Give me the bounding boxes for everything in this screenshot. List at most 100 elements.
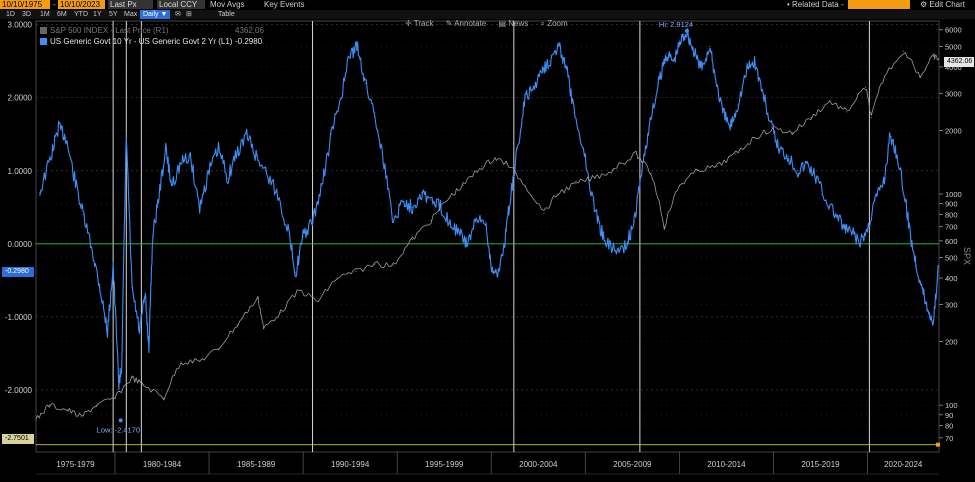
- spread-point: [834, 213, 837, 216]
- spread-point: [99, 287, 101, 289]
- period-1m[interactable]: 1M: [40, 11, 50, 18]
- right-tick-label: 90: [945, 411, 953, 420]
- edit-chart-label: Edit Chart: [929, 0, 965, 9]
- spread-point: [217, 148, 220, 150]
- spx-point: [199, 360, 201, 362]
- spread-point: [287, 228, 289, 230]
- spread-point: [73, 173, 75, 176]
- spread-point: [599, 228, 601, 230]
- zoom-tool[interactable]: ⌕ Zoom: [541, 19, 568, 29]
- add-data-field[interactable]: [848, 0, 910, 9]
- right-tick-label: 6000: [945, 26, 962, 35]
- right-tick-label: 500: [945, 254, 958, 263]
- track-label: Track: [413, 19, 434, 28]
- spread-point: [65, 137, 67, 139]
- spread-point: [680, 38, 682, 40]
- period-6m[interactable]: 6M: [57, 11, 67, 18]
- spread-point: [82, 213, 84, 216]
- spread-point: [816, 177, 818, 179]
- spx-point: [883, 75, 886, 78]
- chart-type-icon[interactable]: ✉: [175, 11, 181, 18]
- right-tick-label: 2000: [945, 126, 962, 135]
- period-1d[interactable]: 1D: [6, 11, 15, 18]
- spread-point: [246, 133, 248, 135]
- spx-point: [298, 289, 300, 291]
- toolbar-periods: 1D 3D 1M 6M YTD 1Y 5Y Max Daily ▼ ✉ ⊞ Ta…: [0, 10, 975, 19]
- spx-point: [735, 153, 737, 155]
- grid-icon[interactable]: ⊞: [186, 11, 192, 18]
- spread-point: [746, 67, 748, 70]
- spread-point: [722, 111, 724, 113]
- x-category-label: 2015-2019: [801, 460, 840, 469]
- frequency-selector[interactable]: Daily ▼: [140, 10, 171, 19]
- x-category-label: 2000-2004: [519, 460, 558, 469]
- spx-point: [524, 184, 526, 186]
- spread-point: [349, 53, 351, 55]
- news-label: News: [508, 19, 529, 28]
- series-line-spread: [39, 28, 939, 390]
- spread-point: [276, 192, 278, 194]
- period-3d[interactable]: 3D: [22, 11, 31, 18]
- field-selector[interactable]: Last Px: [108, 0, 153, 9]
- spx-point: [317, 300, 319, 303]
- pencil-icon: ✎: [445, 19, 455, 28]
- spread-point: [357, 45, 359, 48]
- spread-point: [490, 265, 492, 267]
- spread-point: [496, 276, 498, 278]
- news-tool[interactable]: ▤ News: [498, 19, 528, 28]
- annotate-tool[interactable]: ✎ Annotate: [446, 19, 487, 28]
- track-tool[interactable]: ✛ Track: [405, 19, 433, 28]
- spx-point: [481, 165, 483, 168]
- spread-point: [921, 287, 923, 289]
- spread-point: [50, 155, 52, 157]
- spread-point: [430, 199, 432, 201]
- date-separator: -: [53, 0, 56, 9]
- left-tick-label: -2.0000: [5, 386, 33, 395]
- gear-icon: ⚙: [920, 0, 930, 9]
- related-data-menu[interactable]: • Related Data -: [787, 0, 844, 9]
- spread-point: [157, 199, 159, 201]
- spx-point: [374, 263, 376, 265]
- currency-selector[interactable]: Local CCY: [157, 0, 205, 9]
- table-button[interactable]: Table: [218, 11, 235, 18]
- spx-point: [430, 219, 432, 222]
- spx-point: [791, 132, 793, 134]
- end-date-field[interactable]: 10/10/2023: [58, 0, 105, 9]
- legend-swatch-spx: [40, 27, 47, 34]
- period-5y[interactable]: 5Y: [109, 11, 118, 18]
- spread-point: [754, 60, 756, 62]
- annotate-label: Annotate: [454, 19, 487, 28]
- spread-point: [565, 67, 568, 70]
- spx-point: [163, 397, 165, 399]
- spx-point: [392, 264, 395, 266]
- last-value-tag-right: 4362.06: [944, 57, 974, 67]
- period-max[interactable]: Max: [124, 11, 138, 18]
- last-value-tag-left: -0.2980: [2, 267, 34, 277]
- spx-point: [505, 162, 507, 164]
- right-tick-label: 100: [945, 401, 958, 410]
- low-marker: [118, 418, 123, 423]
- edit-chart-button[interactable]: ⚙ Edit Chart: [918, 0, 967, 9]
- chart-area[interactable]: 3.0000 2.0000 1.0000 0.0000 -1.0000 -2.0000 60…: [0, 19, 975, 477]
- spread-point: [673, 60, 675, 62]
- high-marker: [684, 29, 689, 34]
- spread-point: [729, 126, 731, 128]
- spread-point: [199, 206, 201, 208]
- mov-avgs-toggle[interactable]: Mov Avgs: [210, 0, 245, 9]
- spread-point: [302, 235, 304, 238]
- spx-point: [131, 377, 133, 379]
- high-label: Hi: 2.9124: [659, 20, 693, 29]
- spread-point: [392, 221, 395, 223]
- left-tick-label: 2.0000: [8, 94, 33, 103]
- right-tick-label: 700: [945, 223, 958, 232]
- spread-point: [411, 206, 413, 208]
- spread-point: [509, 199, 511, 201]
- period-ytd[interactable]: YTD: [74, 11, 88, 18]
- key-events-toggle[interactable]: Key Events: [264, 0, 305, 9]
- spread-point: [633, 221, 635, 223]
- spread-point: [859, 243, 861, 245]
- period-1y[interactable]: 1Y: [93, 11, 102, 18]
- start-date-field[interactable]: 10/10/1975: [0, 0, 50, 9]
- spread-point: [883, 177, 886, 179]
- spread-point: [714, 75, 716, 77]
